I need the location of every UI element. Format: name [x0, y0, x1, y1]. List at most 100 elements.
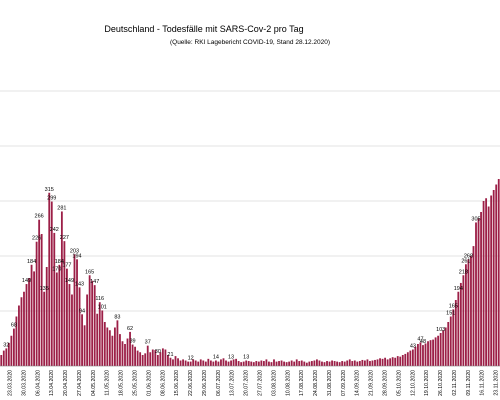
bar: [401, 355, 404, 366]
bar: [444, 327, 447, 366]
bar: [336, 361, 339, 366]
bar: [419, 342, 422, 366]
data-label: 268: [464, 253, 473, 259]
data-label: 149: [65, 278, 74, 284]
bar: [247, 361, 250, 366]
bar: [212, 361, 215, 366]
bar: [225, 360, 227, 366]
data-label: 165: [449, 303, 458, 309]
data-label: 116: [95, 296, 104, 302]
bar: [7, 342, 10, 366]
data-label: 143: [75, 281, 84, 287]
x-tick-label: 27.04.2020: [77, 370, 83, 396]
bar: [164, 349, 167, 366]
bar: [265, 359, 268, 366]
bar: [442, 330, 445, 366]
bar: [134, 346, 137, 366]
data-label: 184: [55, 259, 64, 265]
bar: [366, 359, 369, 366]
bar: [73, 254, 76, 366]
bar: [83, 325, 86, 366]
bar: [141, 355, 144, 366]
bar: [424, 343, 427, 366]
bar: [207, 358, 210, 366]
data-label: 184: [27, 259, 36, 265]
bar: [255, 361, 258, 366]
bar: [275, 361, 278, 366]
data-label: 227: [60, 235, 69, 241]
bar: [250, 361, 253, 366]
bar: [356, 361, 359, 366]
bar: [396, 356, 399, 366]
bar: [394, 357, 397, 366]
x-tick-label: 21.09.2020: [369, 370, 375, 396]
bar: [28, 278, 30, 366]
bar: [161, 348, 164, 366]
x-tick-label: 06.07.2020: [216, 370, 222, 396]
bar: [487, 206, 490, 366]
bar: [399, 356, 402, 366]
bar: [391, 357, 394, 366]
bar: [182, 359, 184, 366]
bar: [172, 359, 174, 366]
bar: [363, 360, 366, 366]
bars: [0, 179, 500, 366]
bar: [318, 360, 321, 366]
bar: [220, 359, 222, 366]
bar: [381, 358, 384, 366]
bar: [389, 358, 392, 366]
bar: [103, 322, 106, 366]
chart-title: Deutschland - Todesfälle mit SARS-Cov-2 …: [104, 24, 303, 34]
bar: [18, 305, 20, 366]
bar: [321, 361, 323, 366]
bar: [465, 264, 467, 366]
bar: [268, 361, 270, 366]
bar: [12, 328, 15, 366]
bar: [154, 350, 157, 366]
x-tick-label: 23.11.2020: [494, 370, 500, 396]
bar: [447, 322, 450, 366]
bar: [2, 350, 5, 366]
bar: [427, 341, 429, 366]
bar: [144, 353, 147, 366]
bar: [106, 327, 109, 366]
bar: [48, 192, 51, 366]
bar: [202, 360, 205, 366]
data-label: 151: [446, 311, 455, 317]
x-tick-label: 13.07.2020: [230, 370, 236, 396]
bar: [242, 361, 245, 366]
data-label: 177: [62, 263, 71, 269]
bar: [411, 349, 414, 366]
bar: [179, 360, 182, 366]
bar: [96, 313, 99, 366]
data-label: 39: [130, 339, 136, 345]
bar: [467, 259, 470, 366]
bar: [454, 300, 457, 366]
bar: [358, 361, 361, 366]
bar: [108, 330, 111, 366]
bar: [295, 359, 298, 366]
data-label: 242: [50, 227, 59, 233]
x-tick-label: 31.08.2020: [327, 370, 333, 396]
data-label: 94: [79, 308, 85, 314]
bar: [217, 361, 220, 366]
bar: [406, 352, 409, 366]
data-label: 261: [461, 258, 470, 264]
bar: [495, 184, 498, 366]
bar: [270, 362, 273, 366]
bar: [5, 348, 8, 366]
bar: [68, 284, 71, 366]
bar: [30, 264, 33, 366]
x-tick-label: 29.06.2020: [202, 370, 208, 396]
data-label: 203: [70, 248, 79, 254]
bar: [343, 361, 346, 366]
bar: [119, 334, 121, 366]
bar: [174, 356, 177, 366]
x-axis-tick-labels: 23.03.2020 30.03.2020 06.04.2020 13.04.2020…: [7, 370, 499, 396]
data-label: 47: [417, 336, 423, 342]
bar: [475, 222, 477, 366]
x-tick-label: 12.10.2020: [410, 370, 416, 396]
bar: [63, 241, 66, 366]
bar: [437, 335, 440, 366]
